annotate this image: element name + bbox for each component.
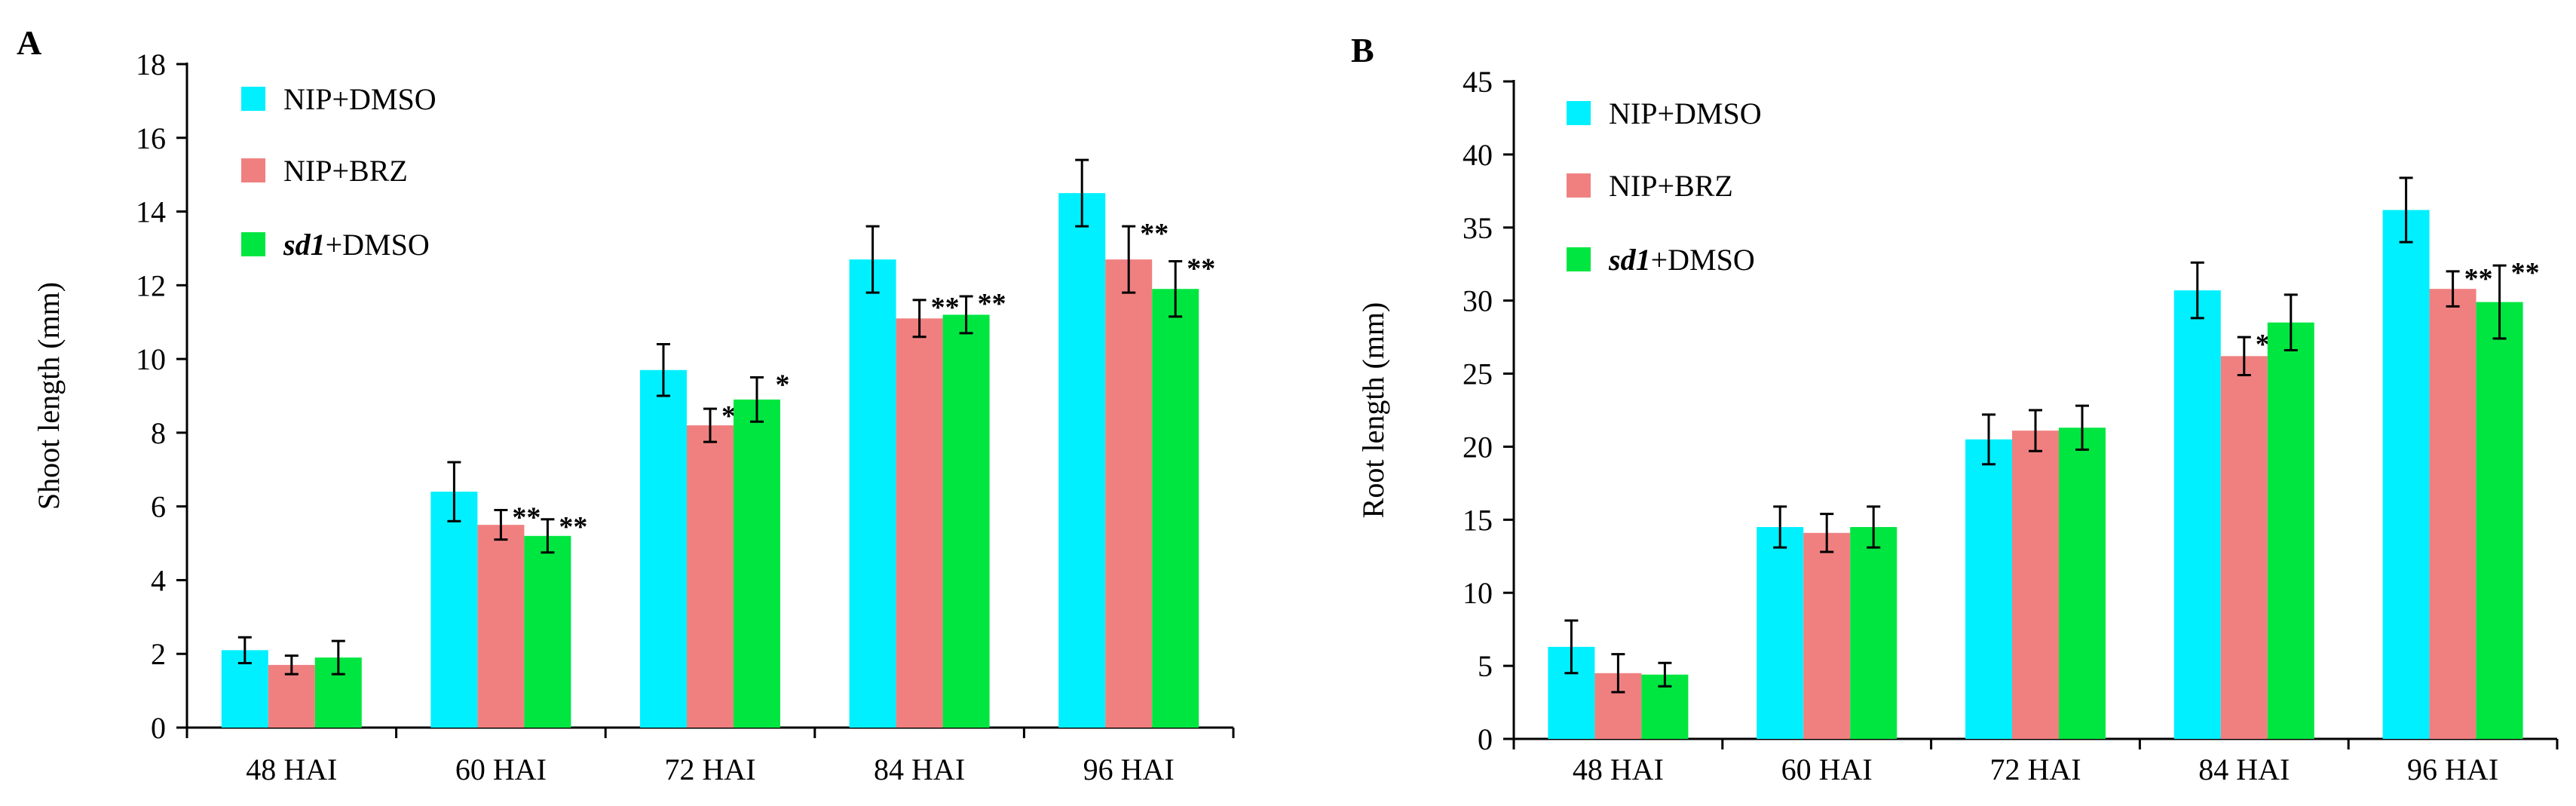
bar <box>477 525 525 728</box>
x-category-label: 72 HAI <box>664 752 755 786</box>
y-tick-label: 4 <box>151 563 166 597</box>
y-tick-label: 0 <box>1478 722 1493 756</box>
legend-label-text: NIP+DMSO <box>1609 97 1762 130</box>
y-tick-label: 45 <box>1463 65 1493 99</box>
bar <box>2382 210 2430 740</box>
y-tick-label: 25 <box>1463 357 1493 391</box>
legend-swatch <box>241 232 265 256</box>
x-category-label: 48 HAI <box>246 752 337 786</box>
y-tick-label: 35 <box>1463 211 1493 245</box>
y-tick-label: 5 <box>1478 649 1493 683</box>
bar <box>2429 289 2476 740</box>
y-tick-label: 15 <box>1463 503 1493 537</box>
bar <box>2059 428 2106 739</box>
significance-mark: ** <box>1187 253 1215 285</box>
significance-mark: ** <box>978 288 1006 320</box>
x-category-label: 60 HAI <box>455 752 547 786</box>
bar <box>734 399 780 728</box>
bar <box>640 369 687 728</box>
significance-mark: * <box>776 369 790 401</box>
legend-label-text: NIP+DMSO <box>283 82 436 116</box>
y-tick-label: 14 <box>136 195 166 229</box>
panel-a: A Shoot length (mm) 0 2 4 6 8 10 12 14 16 18 48 HAI 6… <box>17 23 1235 786</box>
legend-label-italic: sd1 <box>1608 243 1651 277</box>
legend-label-text: NIP+BRZ <box>283 154 408 188</box>
bar <box>430 492 478 728</box>
y-tick-label: 30 <box>1463 284 1493 318</box>
significance-mark: ** <box>2511 257 2540 289</box>
legend-swatch <box>1567 101 1591 125</box>
y-tick-label: 6 <box>151 490 166 524</box>
bar <box>1152 289 1199 728</box>
bar <box>268 664 315 728</box>
legend-swatch <box>1567 173 1591 198</box>
panel-letter: A <box>17 23 41 62</box>
y-tick-label: 40 <box>1463 138 1493 172</box>
y-tick-label: 16 <box>136 121 166 155</box>
y-axis-title: Shoot length (mm) <box>32 282 66 510</box>
legend-label: NIP+BRZ <box>1609 169 1733 203</box>
y-tick-label: 20 <box>1463 430 1493 464</box>
legend-label: NIP+BRZ <box>283 154 408 188</box>
legend-swatch <box>241 87 265 111</box>
x-category-label: 60 HAI <box>1781 752 1873 786</box>
panel-letter: B <box>1351 31 1374 69</box>
bar <box>1105 259 1153 728</box>
bar <box>2173 290 2221 739</box>
legend-swatch <box>241 158 265 182</box>
bar <box>1058 193 1106 728</box>
x-category-label: 84 HAI <box>874 752 965 786</box>
legend-label: NIP+DMSO <box>1609 97 1762 130</box>
legend-label-text: +DMSO <box>326 228 430 262</box>
legend-label: sd1+DMSO <box>1608 243 1755 277</box>
legend-swatch <box>1567 247 1591 271</box>
bar <box>942 314 990 728</box>
x-category-label: 48 HAI <box>1573 752 1664 786</box>
bar <box>687 425 734 728</box>
x-category-label: 84 HAI <box>2198 752 2290 786</box>
y-tick-label: 0 <box>151 711 166 745</box>
y-axis-title: Root length (mm) <box>1356 302 1390 519</box>
bar <box>849 259 896 728</box>
bar <box>524 535 571 728</box>
legend-label: sd1+DMSO <box>283 228 430 262</box>
legend-label-text: NIP+BRZ <box>1609 169 1733 203</box>
bar <box>1803 532 1851 739</box>
significance-mark: ** <box>512 502 541 534</box>
bar <box>2476 302 2523 739</box>
x-category-label: 96 HAI <box>1083 752 1175 786</box>
x-category-label: 96 HAI <box>2407 752 2498 786</box>
bar <box>2220 356 2268 739</box>
significance-mark: ** <box>1140 218 1169 250</box>
y-tick-label: 18 <box>136 48 166 81</box>
bar <box>2012 431 2059 739</box>
y-tick-label: 8 <box>151 416 166 450</box>
y-tick-label: 2 <box>151 637 166 671</box>
bar <box>1850 527 1898 739</box>
x-category-label: 72 HAI <box>1989 752 2081 786</box>
y-tick-label: 12 <box>136 268 166 302</box>
bar <box>896 318 943 728</box>
legend-label: NIP+DMSO <box>283 82 436 116</box>
significance-mark: ** <box>559 511 587 543</box>
legend-label-text: +DMSO <box>1651 243 1755 277</box>
bar <box>2267 322 2314 739</box>
bar <box>1757 527 1804 739</box>
significance-mark: ** <box>2464 263 2493 295</box>
bar <box>1965 439 2012 739</box>
y-tick-label: 10 <box>1463 576 1493 610</box>
legend-label-italic: sd1 <box>283 228 326 262</box>
panel-b: B Root length (mm) 0 5 10 15 20 25 30 35 40 45 48 HA… <box>1351 31 2559 786</box>
y-tick-label: 10 <box>136 342 166 376</box>
